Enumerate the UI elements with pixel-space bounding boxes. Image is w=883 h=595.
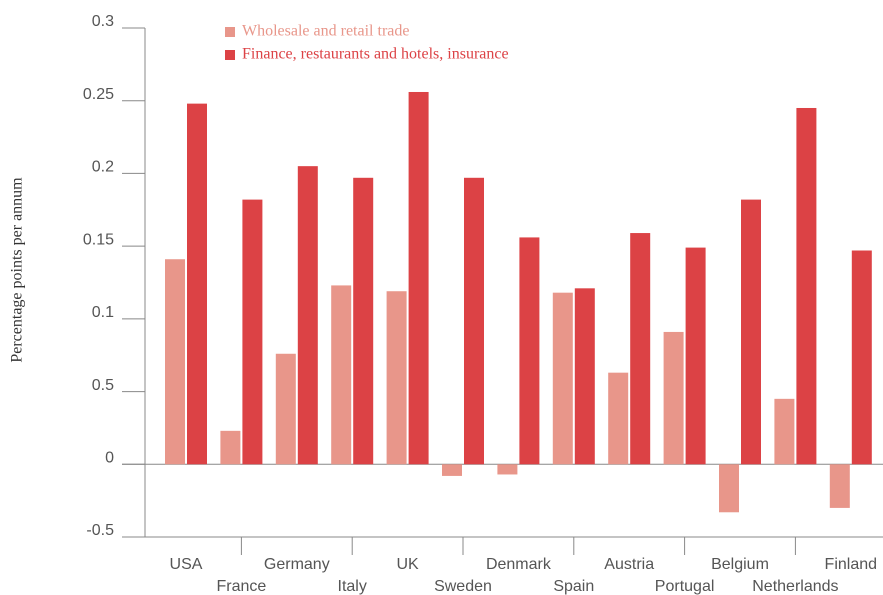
bar [851,250,872,465]
legend-swatch [225,27,235,37]
bar [242,199,263,465]
y-tick-label: 0.2 [92,159,114,176]
bar [719,464,739,513]
x-tick-label: Sweden [434,578,492,595]
y-tick-label: 0.15 [83,231,114,248]
bar [774,398,795,465]
legend-label: Wholesale and retail trade [242,23,409,40]
legend-swatch [225,50,235,60]
legend-label: Finance, restaurants and hotels, insuran… [242,46,509,63]
y-tick-label: -0.5 [86,522,114,539]
y-tick-label: 0.3 [92,13,114,30]
bar [464,177,484,465]
bar [685,247,706,465]
y-tick-label: 0 [105,450,114,467]
x-tick-label: France [217,578,267,595]
x-tick-label: Finland [825,556,877,573]
bar [386,291,407,465]
x-tick-label: USA [170,556,203,573]
bar [663,331,684,465]
y-axis-label: Percentage points per annum [9,177,26,363]
x-tick-label: Belgium [711,556,769,573]
x-tick-label: Austria [604,556,654,573]
x-tick-label: Spain [553,578,594,595]
bar [519,237,540,465]
x-tick-label: Denmark [486,556,552,573]
bar [574,288,595,465]
bar [408,91,429,465]
bar [608,372,629,465]
bar [353,177,374,465]
y-tick-label: 0.1 [92,304,114,321]
bar [497,464,518,475]
bar [741,199,761,465]
x-tick-label: Portugal [655,578,715,595]
bar [796,107,817,465]
bar [220,430,241,465]
x-tick-label: UK [396,556,419,573]
bar [552,292,573,465]
bar [331,285,352,465]
x-tick-label: Netherlands [752,578,838,595]
bar [165,259,185,465]
y-tick-label: 0.25 [83,86,114,103]
bar [630,233,651,465]
bar [275,353,296,465]
x-tick-label: Germany [264,556,330,573]
bar [297,166,318,465]
bar [829,464,850,508]
y-tick-label: 0.5 [92,377,114,394]
bar [187,103,207,465]
bar [442,464,462,476]
x-tick-label: Italy [338,578,367,595]
